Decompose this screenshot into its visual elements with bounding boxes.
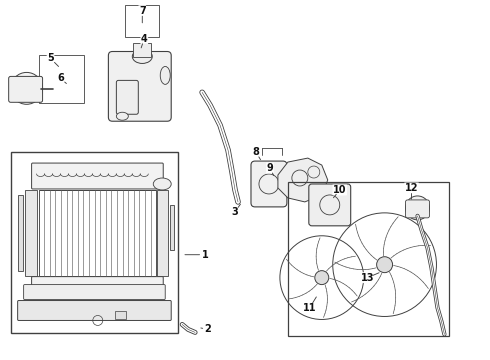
Bar	[39, 190, 156, 276]
Bar	[157, 190, 168, 276]
FancyBboxPatch shape	[18, 301, 171, 320]
Ellipse shape	[153, 178, 171, 190]
Bar	[288, 182, 449, 336]
Text: 5: 5	[47, 54, 54, 63]
Bar	[115, 311, 126, 319]
Circle shape	[406, 196, 429, 220]
Bar	[18, 195, 23, 271]
Text: 9: 9	[267, 163, 273, 173]
FancyBboxPatch shape	[309, 184, 351, 226]
Bar	[125, 5, 159, 37]
FancyBboxPatch shape	[251, 161, 287, 207]
FancyBboxPatch shape	[116, 80, 138, 114]
Text: 1: 1	[202, 250, 208, 260]
FancyBboxPatch shape	[32, 276, 163, 298]
FancyBboxPatch shape	[24, 285, 165, 300]
Ellipse shape	[132, 50, 152, 63]
Polygon shape	[278, 158, 328, 202]
Bar	[170, 205, 174, 250]
Circle shape	[377, 257, 392, 273]
Bar	[24, 190, 37, 276]
Ellipse shape	[116, 112, 128, 120]
Text: 8: 8	[252, 147, 259, 157]
Circle shape	[11, 72, 43, 104]
Ellipse shape	[160, 67, 170, 84]
Text: 12: 12	[405, 183, 418, 193]
Text: 6: 6	[57, 73, 64, 84]
FancyBboxPatch shape	[108, 51, 171, 121]
Text: 11: 11	[303, 302, 317, 312]
FancyBboxPatch shape	[9, 76, 43, 102]
FancyBboxPatch shape	[32, 163, 163, 189]
Text: 2: 2	[205, 324, 212, 334]
Text: 10: 10	[333, 185, 346, 195]
Text: 4: 4	[141, 33, 147, 44]
Bar	[133, 42, 151, 58]
Circle shape	[315, 271, 329, 285]
FancyBboxPatch shape	[406, 200, 429, 218]
Text: 7: 7	[139, 6, 146, 15]
Text: 13: 13	[361, 273, 374, 283]
Bar	[39, 55, 84, 103]
Text: 3: 3	[232, 207, 239, 217]
Bar	[11, 152, 178, 333]
